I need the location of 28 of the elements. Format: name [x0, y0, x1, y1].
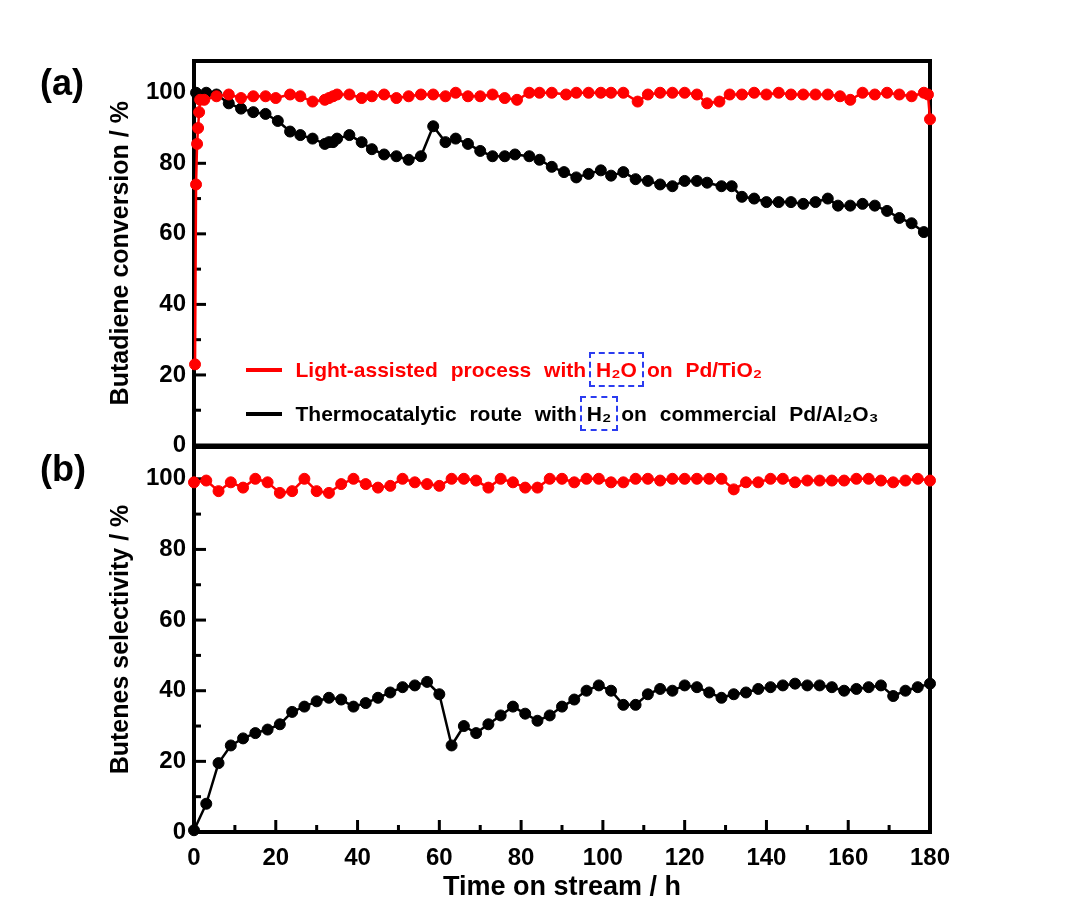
y-axis-title: Butadiene conversion / % [104, 101, 133, 406]
dashed-box: H₂ [579, 396, 619, 431]
y-tick-label: 80 [159, 534, 186, 562]
x-tick-label: 80 [507, 843, 535, 871]
chart-title: (a) [40, 62, 84, 103]
x-tick-label: 60 [425, 843, 453, 871]
chart-title: (b) [40, 448, 86, 489]
x-tick-label: 120 [664, 843, 705, 871]
y-tick-label: 40 [159, 289, 186, 317]
y-tick-label: 100 [145, 77, 186, 105]
x-tick-label: 20 [262, 843, 290, 871]
y-tick-label: 20 [159, 359, 186, 387]
y-tick-label: 0 [172, 816, 186, 844]
x-tick-label: 140 [746, 843, 787, 871]
x-tick-label: 160 [828, 843, 869, 871]
x-tick-label: 180 [909, 843, 951, 871]
y-tick-label: 100 [145, 463, 186, 491]
y-axis-title: Butenes selectivity / % [104, 504, 133, 775]
x-tick-label: 100 [582, 843, 623, 871]
x-axis-title: Time on stream / h [442, 871, 682, 902]
y-tick-label: 0 [172, 430, 186, 458]
y-tick-label: 60 [159, 218, 186, 246]
dashed-box: H₂O [589, 352, 644, 387]
y-tick-label: 80 [159, 147, 186, 175]
y-tick-label: 40 [159, 675, 186, 703]
x-tick-label: 40 [344, 843, 371, 871]
y-tick-label: 60 [159, 604, 186, 632]
y-tick-label: 20 [159, 745, 186, 773]
